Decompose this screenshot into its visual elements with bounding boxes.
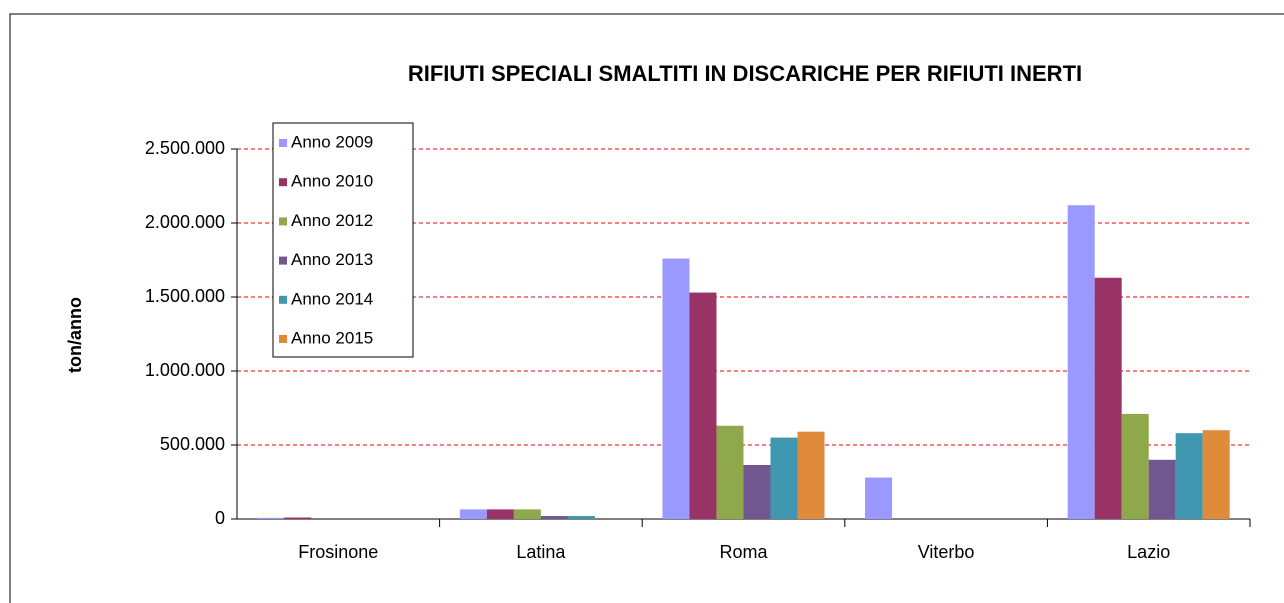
legend-label: Anno 2014 [291, 289, 373, 308]
bar [662, 258, 690, 519]
y-tick-label: 0 [215, 508, 225, 528]
y-tick-label: 500.000 [160, 434, 225, 454]
legend-label: Anno 2013 [291, 250, 373, 269]
bar [513, 509, 541, 519]
legend-swatch [279, 139, 287, 147]
legend-label: Anno 2009 [291, 132, 373, 151]
bar [770, 437, 798, 519]
bar [1148, 459, 1176, 519]
bar [1094, 277, 1122, 519]
legend-swatch [279, 217, 287, 226]
legend-swatch [279, 178, 287, 187]
bar [797, 431, 825, 519]
x-tick-label: Lazio [1127, 542, 1170, 562]
bar [257, 517, 285, 519]
legend-swatch [279, 295, 287, 304]
y-tick-label: 1.000.000 [145, 360, 225, 380]
legend-swatch [279, 256, 287, 265]
bar [1067, 205, 1095, 520]
bar [567, 516, 595, 519]
y-axis-label: ton/anno [65, 297, 85, 373]
x-tick-label: Roma [719, 542, 768, 562]
legend-label: Anno 2012 [291, 211, 373, 230]
bar [459, 509, 487, 519]
legend-label: Anno 2015 [291, 328, 373, 347]
bar [716, 425, 744, 519]
bar [689, 292, 717, 519]
bar [540, 516, 568, 519]
legend-box [272, 122, 414, 358]
y-tick-label: 1.500.000 [145, 286, 225, 306]
bar [284, 517, 312, 519]
legend-swatch [279, 335, 287, 343]
y-tick-label: 2.000.000 [145, 212, 225, 232]
x-tick-label: Viterbo [918, 542, 975, 562]
y-tick-label: 2.500.000 [145, 138, 225, 158]
x-tick-label: Latina [516, 542, 566, 562]
bar [865, 477, 893, 519]
x-tick-label: Frosinone [298, 542, 378, 562]
bar [1175, 433, 1203, 519]
bar [1202, 430, 1230, 519]
bar [486, 509, 514, 519]
legend-label: Anno 2010 [291, 172, 373, 191]
bar [743, 464, 771, 519]
chart-frame [9, 13, 1284, 603]
bar [1121, 413, 1149, 519]
chart-title: RIFIUTI SPECIALI SMALTITI IN DISCARICHE … [408, 61, 1082, 86]
